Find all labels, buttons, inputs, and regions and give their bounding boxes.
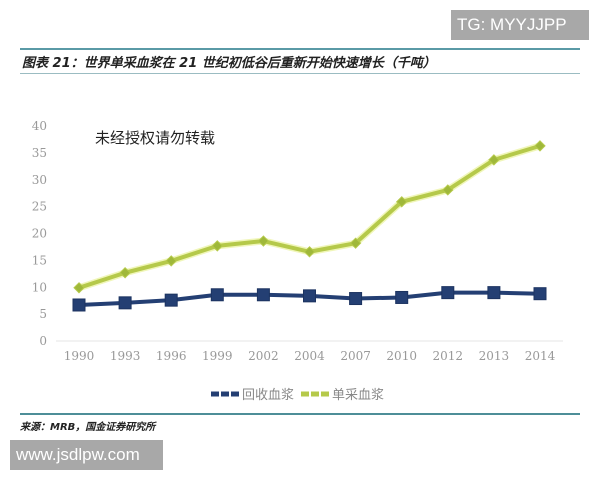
figure-title: 图表 21：世界单采血浆在 21 世纪初低谷后重新开始快速增长（千吨） — [22, 56, 436, 71]
source-rule — [20, 413, 580, 415]
chart-legend: 回收血浆 单采血浆 — [0, 384, 600, 406]
x-tick-label: 2013 — [479, 349, 510, 363]
unauthorized-watermark-text: 未经授权请勿转载 — [95, 129, 216, 147]
source-note: 来源：MRB，国金证券研究所 — [20, 422, 156, 433]
x-tick-label: 2004 — [294, 349, 325, 363]
data-point-square-marker — [303, 289, 316, 303]
legend-label: 单采血浆 — [332, 388, 385, 403]
x-tick-label: 1999 — [202, 349, 233, 363]
x-tick-label: 2010 — [386, 349, 417, 363]
data-point-diamond-marker — [119, 267, 131, 279]
data-point-square-marker — [349, 292, 363, 306]
x-tick-label: 1993 — [110, 349, 141, 363]
data-point-diamond-marker — [442, 184, 454, 196]
y-tick-label: 15 — [32, 253, 47, 267]
x-tick-label: 2007 — [340, 349, 371, 363]
x-tick-label: 2014 — [525, 349, 556, 363]
data-point-diamond-marker — [534, 140, 546, 152]
data-point-square-marker — [210, 288, 224, 302]
data-point-square-marker — [533, 287, 547, 301]
title-rule-bottom — [20, 73, 580, 74]
data-point-diamond-marker — [211, 240, 224, 252]
data-point-square-marker — [164, 293, 178, 307]
data-point-diamond-marker — [488, 154, 500, 166]
y-axis: 0 5 10 15 20 25 30 35 40 — [32, 119, 47, 348]
series-layer — [72, 140, 547, 312]
y-tick-label: 40 — [32, 119, 47, 133]
series-recovered-plasma — [72, 286, 547, 312]
y-tick-label: 30 — [32, 173, 47, 187]
data-point-diamond-marker — [257, 235, 270, 247]
data-point-diamond-marker — [165, 255, 177, 267]
line-chart: 0 5 10 15 20 25 30 35 40 1990 1993 1996 1999 2002 200… — [32, 119, 563, 363]
legend-item-recovered-plasma: 回收血浆 — [210, 384, 294, 403]
data-point-square-marker — [72, 298, 86, 312]
y-tick-label: 35 — [32, 146, 47, 160]
series-source-plasma — [73, 140, 546, 294]
data-point-square-marker — [118, 296, 132, 310]
title-rule-top — [20, 48, 580, 50]
tg-watermark-badge: TG: MYYJJPP — [451, 10, 589, 40]
data-point-square-marker — [487, 286, 501, 300]
data-point-square-marker — [441, 286, 455, 300]
data-point-square-marker — [395, 290, 409, 304]
y-tick-label: 10 — [32, 280, 47, 294]
x-tick-label: 1990 — [64, 349, 95, 363]
data-point-diamond-marker — [73, 282, 85, 294]
data-point-diamond-marker — [395, 196, 408, 208]
x-tick-label: 1996 — [156, 349, 187, 363]
data-point-diamond-marker — [349, 237, 362, 249]
y-tick-label: 0 — [39, 334, 47, 348]
legend-item-source-plasma: 单采血浆 — [300, 384, 384, 403]
x-tick-label: 2002 — [248, 349, 279, 363]
data-point-diamond-marker — [303, 246, 316, 258]
y-tick-label: 5 — [39, 307, 47, 321]
y-tick-label: 20 — [32, 227, 47, 241]
data-point-square-marker — [256, 288, 270, 302]
legend-swatch-square-line-icon — [211, 391, 241, 396]
x-axis: 1990 1993 1996 1999 2002 2004 2007 2010 2012 2013… — [56, 340, 563, 363]
legend-label: 回收血浆 — [242, 388, 295, 403]
y-tick-label: 25 — [32, 200, 47, 214]
x-tick-label: 2012 — [433, 349, 464, 363]
site-watermark-badge: www.jsdlpw.com — [10, 440, 163, 470]
legend-swatch-diamond-line-icon — [301, 391, 331, 396]
